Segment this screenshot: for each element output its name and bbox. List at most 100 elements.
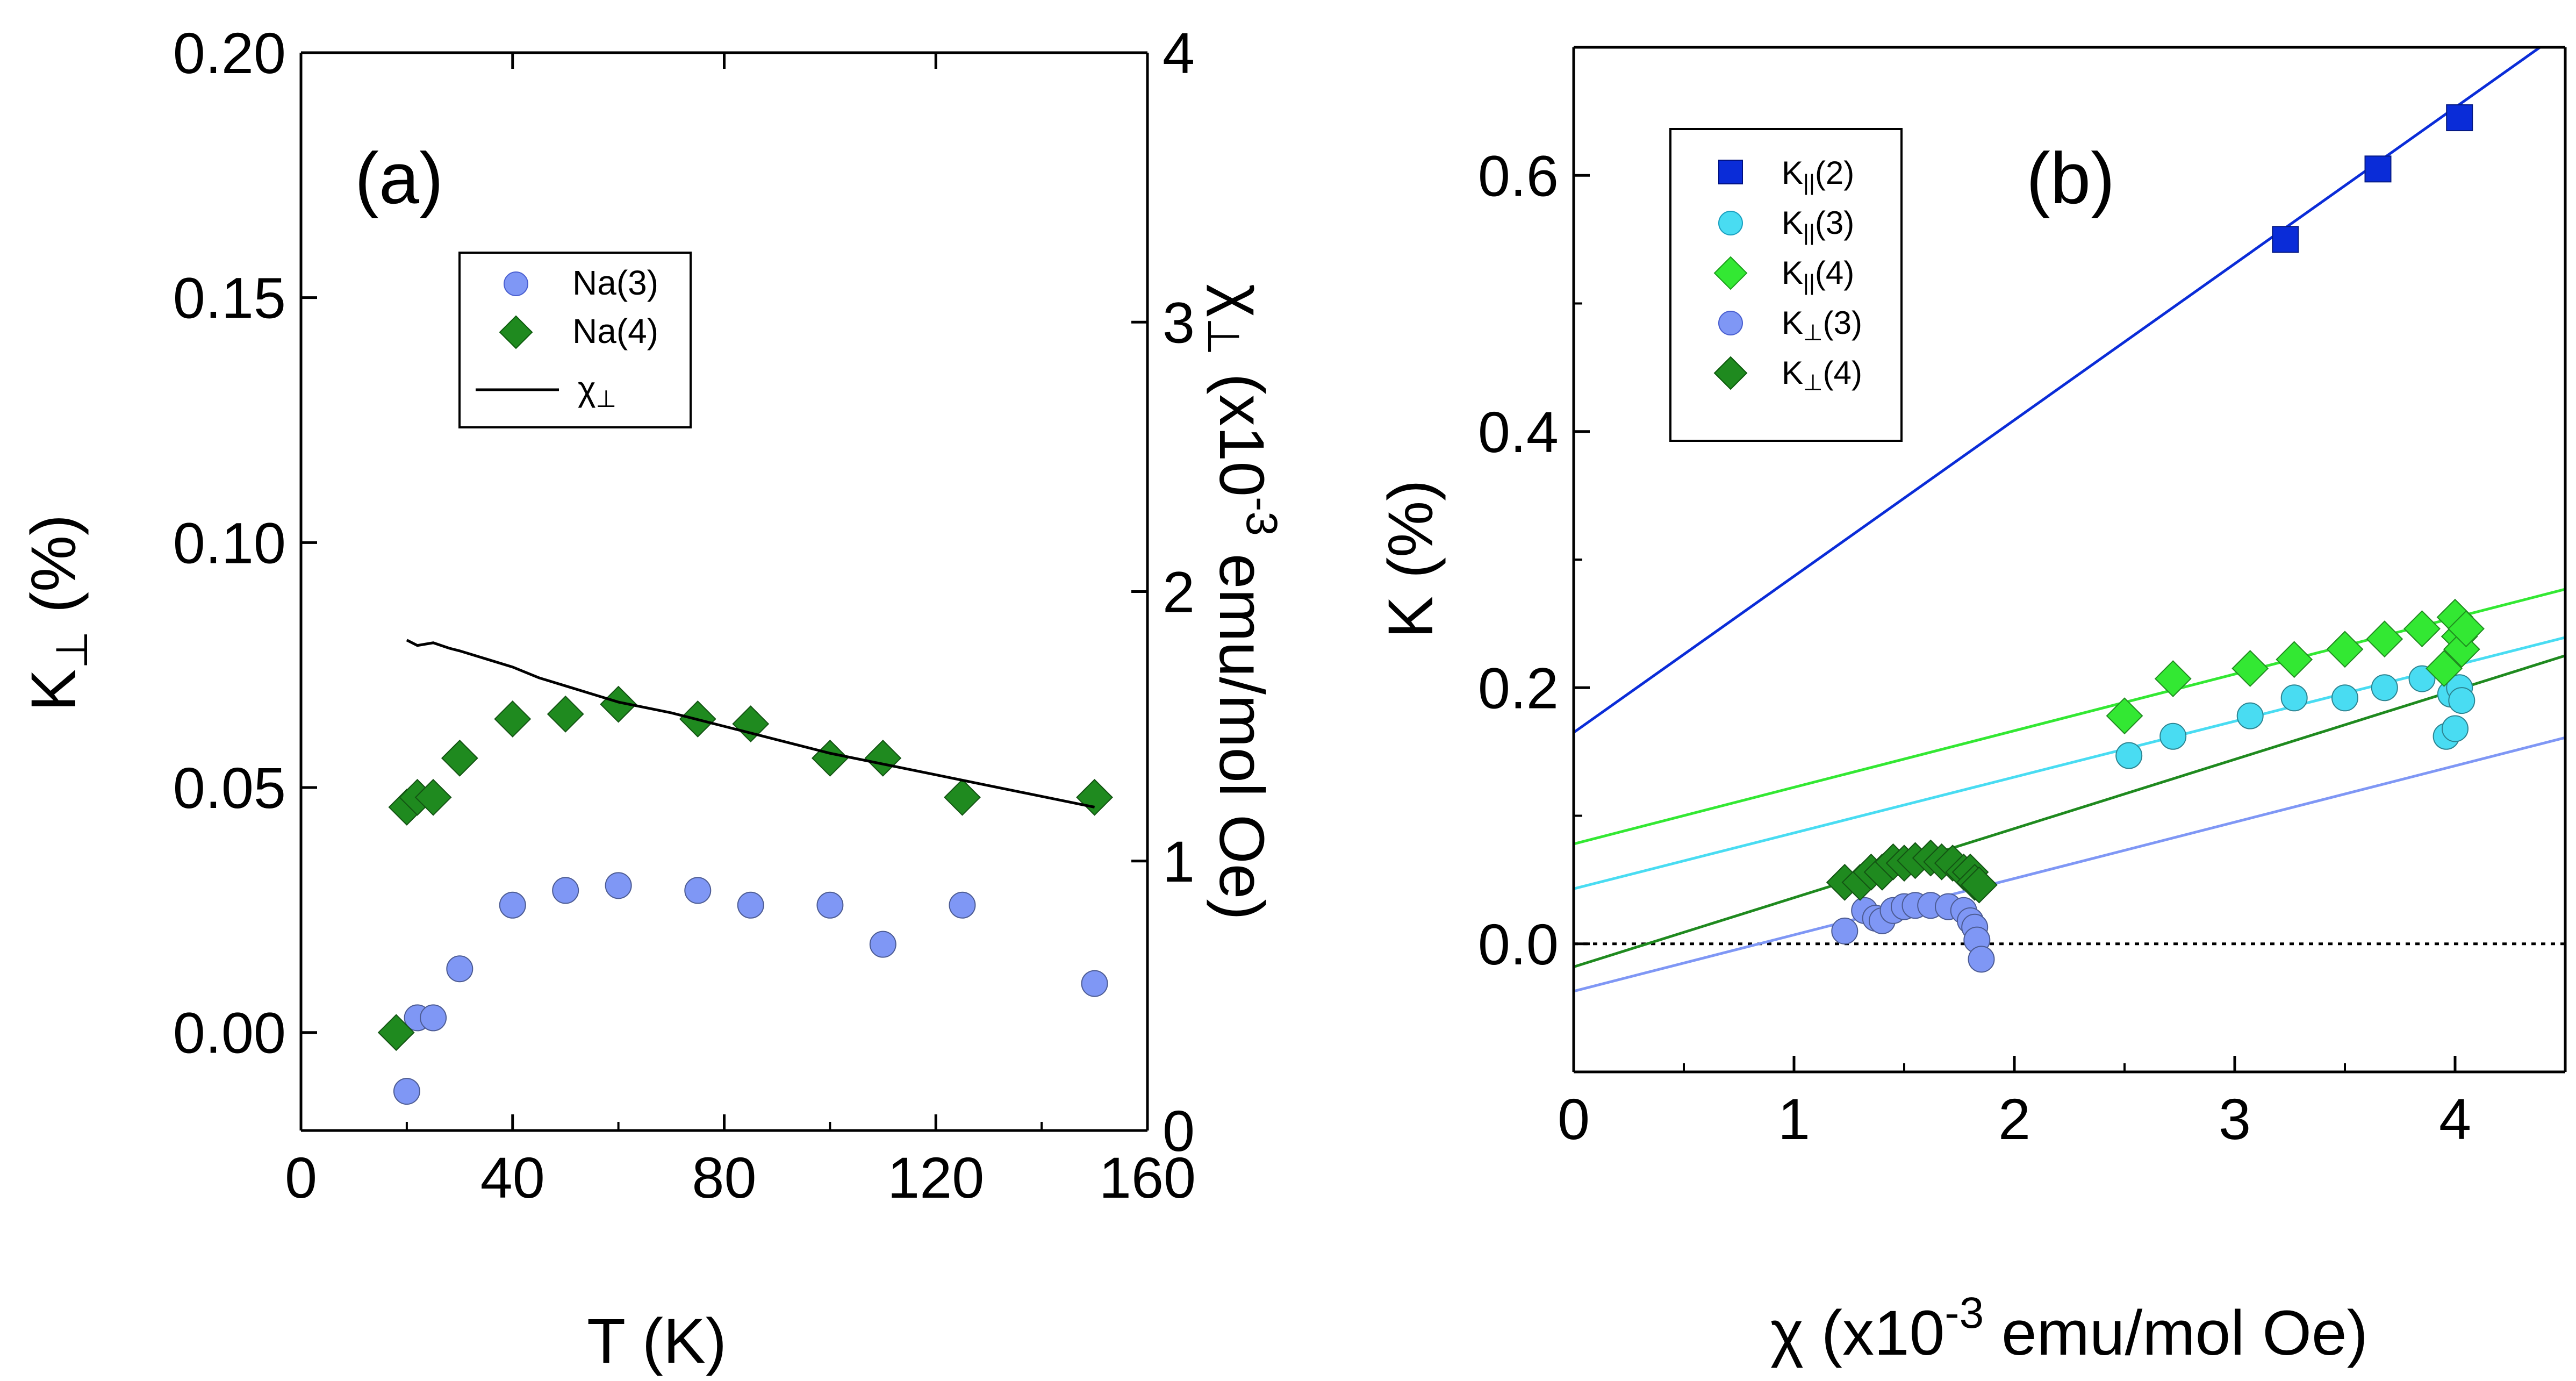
a-ytick-labels: 0.00 0.05 0.10 0.15 0.20 xyxy=(173,20,286,1065)
a-yaxis-title: K⊥ (%) xyxy=(18,514,97,711)
a-y2tick-label-4: 4 xyxy=(1163,20,1195,85)
a-legend-chi-main: χ xyxy=(578,369,596,408)
b-legend-kpar4-sub: || xyxy=(1803,270,1815,295)
point-a-na-4-10 xyxy=(811,739,849,777)
a-y2tick-label-0: 0 xyxy=(1163,1098,1195,1163)
point-a-na-3-5 xyxy=(552,877,579,904)
b-legend-label-kperp4: K⊥(4) xyxy=(1782,355,1862,395)
point-b-k-3-11 xyxy=(2448,687,2475,714)
b-xtick-label-1: 1 xyxy=(1778,1086,1810,1151)
b-legend-label-kpar4: K||(4) xyxy=(1782,255,1854,295)
point-b-k-2-1 xyxy=(2364,155,2392,183)
b-legend-kpar3-sub: || xyxy=(1803,220,1815,245)
b-xaxis-main: χ (x10 xyxy=(1770,1298,1944,1369)
a-xtick-label-0: 0 xyxy=(285,1145,317,1210)
b-legend-marker-kperp4 xyxy=(1713,356,1748,390)
point-a-na-3-2 xyxy=(420,1004,447,1032)
point-a-na-4-11 xyxy=(864,739,902,777)
panel-a: 0 40 80 120 160 0.00 0.05 0.10 0.15 0.20 0 1 2 3 4 (… xyxy=(18,20,1286,1377)
a-xtick-label-1: 40 xyxy=(480,1145,545,1210)
a-yaxis-sub: ⊥ xyxy=(48,631,97,669)
b-legend-kperp3-tail: (3) xyxy=(1823,305,1862,341)
b-xaxis-tail: emu/mol Oe) xyxy=(1984,1298,2368,1369)
a-y2axis-tail: emu/mol Oe) xyxy=(1206,536,1277,920)
b-xtick-label-0: 0 xyxy=(1558,1086,1590,1151)
b-legend-marker-kpar3 xyxy=(1718,211,1743,235)
b-ytick-labels: 0.0 0.2 0.4 0.6 xyxy=(1478,143,1559,977)
point-a-na-3-9 xyxy=(816,891,844,919)
point-a-na-4-3 xyxy=(414,778,452,816)
b-fit-lines xyxy=(1574,47,2565,993)
point-a-na-3-8 xyxy=(737,891,764,919)
b-xaxis-title: χ (x10-3 emu/mol Oe) xyxy=(1770,1289,2368,1369)
a-legend-chi-sub: ⊥ xyxy=(596,386,616,412)
a-yaxis-unit: (%) xyxy=(18,514,89,631)
b-legend-kperp4-main: K xyxy=(1782,355,1803,391)
point-a-na-4-5 xyxy=(494,700,532,738)
b-k-2-points xyxy=(2272,104,2473,253)
b-series xyxy=(1826,104,2485,973)
b-legend-box xyxy=(1669,128,1903,442)
b-panel-label: (b) xyxy=(2026,138,2115,219)
a-yaxis-main: K xyxy=(18,669,89,712)
a-legend: Na(3) Na(4) χ⊥ xyxy=(458,252,692,428)
point-a-na-3-4 xyxy=(499,891,526,919)
b-k-4-fit-line xyxy=(1574,588,2565,846)
b-legend-label-kpar2: K||(2) xyxy=(1782,155,1854,195)
point-b-k-4-7 xyxy=(2426,650,2463,687)
a-na-4-points xyxy=(377,685,1113,1051)
point-b-k-3-3 xyxy=(2280,684,2308,712)
point-b-k-4-0 xyxy=(2106,697,2143,735)
a-panel-label: (a) xyxy=(355,138,443,219)
b-xtick-label-3: 3 xyxy=(2219,1086,2251,1151)
point-b-k-4-11 xyxy=(2448,610,2485,648)
point-a-na-4-12 xyxy=(944,778,981,816)
b-legend-kpar2-sub: || xyxy=(1803,170,1815,195)
point-b-k-3-0 xyxy=(2115,742,2143,769)
a-axis-ticks xyxy=(299,51,1149,1132)
a-na-3-points xyxy=(393,872,1108,1105)
a-legend-marker-na4 xyxy=(499,315,533,349)
b-k-3-points xyxy=(1831,892,1995,973)
point-a-na-4-4 xyxy=(441,739,478,777)
a-xaxis-title: T (K) xyxy=(587,1306,727,1377)
b-ytick-label-1: 0.2 xyxy=(1478,655,1559,720)
b-legend-kpar4-main: K xyxy=(1782,255,1803,291)
point-b-k-3-0 xyxy=(1831,917,1859,944)
point-b-k-3-6 xyxy=(2408,665,2436,692)
a-xtick-label-3: 120 xyxy=(887,1145,984,1210)
a-ytick-label-1: 0.05 xyxy=(173,755,286,820)
point-b-k-4-13 xyxy=(1960,866,1998,904)
b-legend-kpar3-tail: (3) xyxy=(1815,205,1854,241)
a-legend-label-chi: χ⊥ xyxy=(578,369,616,412)
a-ytick-label-0: 0.00 xyxy=(173,1000,286,1065)
b-xtick-label-4: 4 xyxy=(2439,1086,2471,1151)
a-y2axis-mid: (x10 xyxy=(1206,356,1277,497)
point-a-na-4-9 xyxy=(732,705,770,742)
b-legend-kpar4-tail: (4) xyxy=(1815,255,1854,291)
b-k-4-points xyxy=(1826,839,1998,904)
b-legend-kpar3-main: K xyxy=(1782,205,1803,241)
a-legend-label-na4: Na(4) xyxy=(572,312,658,350)
b-k-3-points xyxy=(2115,665,2475,769)
point-b-k-3-2 xyxy=(2236,702,2264,729)
a-ytick-label-4: 0.20 xyxy=(173,20,286,85)
b-k-4-points xyxy=(2106,598,2485,735)
point-a-na-3-6 xyxy=(605,872,632,899)
b-legend-kperp4-tail: (4) xyxy=(1823,355,1862,391)
b-legend-marker-kpar4 xyxy=(1713,256,1748,290)
a-ytick-label-3: 0.15 xyxy=(173,266,286,331)
point-b-k-2-2 xyxy=(2446,104,2473,132)
a-ytick-label-2: 0.10 xyxy=(173,510,286,575)
a-legend-marker-na3 xyxy=(504,271,528,296)
a-legend-label-na3: Na(3) xyxy=(572,263,658,302)
a-xtick-label-2: 80 xyxy=(692,1145,756,1210)
a-y2axis-title: χ⊥ (x10-3 emu/mol Oe) xyxy=(1199,284,1286,920)
point-a-na-3-7 xyxy=(684,877,712,904)
b-ytick-label-2: 0.4 xyxy=(1478,399,1559,464)
point-a-na-4-13 xyxy=(1076,778,1113,816)
point-a-na-3-12 xyxy=(1081,970,1108,997)
a-legend-box xyxy=(458,252,692,428)
point-b-k-3-4 xyxy=(2331,684,2358,712)
